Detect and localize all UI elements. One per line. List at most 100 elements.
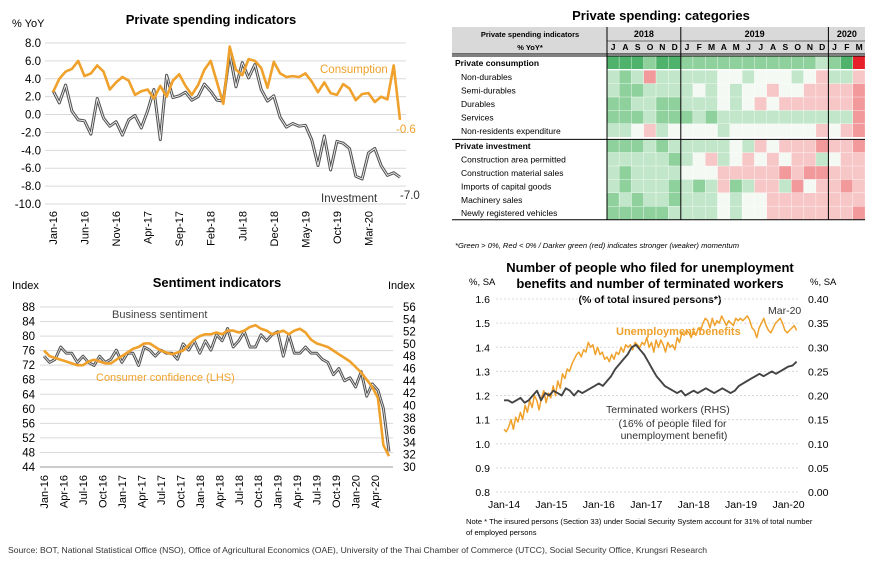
row-label: Semi-durables (461, 86, 516, 96)
month-header: J (758, 42, 763, 52)
heatmap-cell (607, 139, 619, 153)
x-tick-label: Jun-16 (80, 211, 92, 245)
heatmap-cell (779, 110, 792, 124)
heatmap-cell (791, 124, 804, 137)
heatmap-cell (816, 193, 828, 206)
heatmap-cell (680, 97, 693, 111)
x-tick-label: Oct-19 (331, 475, 343, 508)
heatmap-cell (717, 179, 730, 193)
month-header: D (672, 42, 678, 52)
heatmap-cell (766, 206, 779, 220)
y-tick-label-left: 84 (22, 317, 35, 329)
heatmap-cell (766, 152, 779, 166)
heatmap-cell (717, 139, 730, 153)
month-header: N (659, 42, 665, 52)
heatmap-cell (742, 193, 755, 206)
y-tick-label-right: 46 (403, 364, 416, 376)
heatmap-cell (816, 166, 828, 180)
heatmap-cell (766, 179, 779, 193)
row-label: Machinery sales (461, 195, 522, 205)
heatmap-cell (631, 70, 644, 84)
heatmap-cell (656, 166, 669, 180)
heatmap-cell (656, 124, 669, 137)
x-tick-label: Apr-19 (292, 475, 304, 508)
heatmap-cell (631, 166, 644, 180)
x-tick-label: Dec-18 (269, 211, 281, 246)
y-tick-label: 4.0 (25, 74, 41, 86)
chart4-subtitle: (% of total insured persons*) (579, 294, 722, 306)
y-tick-label-left: 80 (22, 331, 35, 343)
heatmap-header-unit: % YoY* (517, 43, 543, 52)
business-sentiment-line-outline (42, 327, 391, 452)
heatmap-cell (693, 206, 705, 220)
heatmap-cell (791, 179, 804, 193)
x-tick-label: Oct-18 (253, 475, 265, 508)
heatmap-cell (668, 70, 681, 84)
heatmap-title: Private spending: categories (572, 8, 750, 23)
heatmap-cell (840, 179, 853, 193)
y-tick-label-left: 1.6 (475, 294, 490, 306)
row-label: Services (461, 112, 494, 122)
heatmap-cell (643, 139, 656, 153)
heatmap-cell (754, 124, 767, 137)
y-tick-label-left: 44 (22, 462, 35, 474)
year-header: 2020 (837, 29, 857, 39)
heatmap-cell (779, 193, 792, 206)
y-tick-label-right: 50 (403, 339, 416, 351)
heatmap-cell (607, 206, 619, 220)
unemployment-benefits-chart: Number of people who filed for unemploym… (466, 260, 837, 537)
heatmap-cell (853, 152, 865, 166)
investment-series-label: Investment (321, 193, 378, 205)
y-tick-label-left: 1.3 (475, 366, 490, 378)
heatmap-cell (730, 97, 742, 111)
heatmap-cell (779, 179, 792, 193)
heatmap-cell (730, 124, 742, 137)
row-label: Non-durables (461, 72, 512, 82)
heatmap-cell (717, 193, 730, 206)
chart4-ylabel-left: %, SA (469, 277, 496, 288)
y-tick-label: -4.0 (21, 145, 41, 157)
heatmap-cell (828, 110, 841, 124)
x-tick-label: Jan-16 (583, 499, 615, 511)
x-tick-label: Jan-18 (195, 475, 207, 509)
row-label: Construction material sales (461, 168, 564, 178)
heatmap-cell (779, 124, 792, 137)
year-header: 2018 (634, 29, 654, 39)
y-tick-label-right: 0.05 (808, 463, 829, 475)
heatmap-cell (680, 193, 693, 206)
heatmap-cell (656, 139, 669, 153)
y-tick-label-left: 72 (22, 360, 35, 372)
heatmap-cell (828, 139, 841, 153)
x-tick-label: Apr-20 (370, 475, 382, 508)
y-tick-label-right: 32 (403, 450, 416, 462)
heatmap-cell (853, 70, 865, 84)
heatmap-cell (816, 139, 828, 153)
heatmap-cell (643, 179, 656, 193)
y-tick-label-right: 0.10 (808, 439, 829, 451)
heatmap-cell (705, 166, 718, 180)
heatmap-cell (668, 97, 681, 111)
y-tick-label-right: 52 (403, 327, 416, 339)
x-tick-label: Jul-18 (234, 475, 246, 505)
y-tick-label-left: 68 (22, 375, 35, 387)
heatmap-cell (619, 179, 632, 193)
chart2-title: Sentiment indicators (153, 275, 282, 290)
heatmap-cell (619, 139, 632, 153)
heatmap-cell (680, 124, 693, 137)
heatmap-cell (730, 193, 742, 206)
heatmap-cell (754, 152, 767, 166)
heatmap-cell (803, 193, 816, 206)
y-tick-label-right: 40 (403, 400, 416, 412)
heatmap-cell (680, 110, 693, 124)
heatmap-cell (791, 83, 804, 97)
heatmap-cell (656, 97, 669, 111)
heatmap-cell (742, 97, 755, 111)
heatmap-cell (680, 206, 693, 220)
heatmap-cell (742, 179, 755, 193)
y-tick-label-right: 44 (403, 376, 416, 388)
heatmap-cell (717, 70, 730, 84)
month-header: O (794, 42, 801, 52)
heatmap-cell (766, 166, 779, 180)
business-sentiment-label: Business sentiment (112, 309, 207, 321)
x-tick-label: Sep-17 (174, 211, 186, 246)
